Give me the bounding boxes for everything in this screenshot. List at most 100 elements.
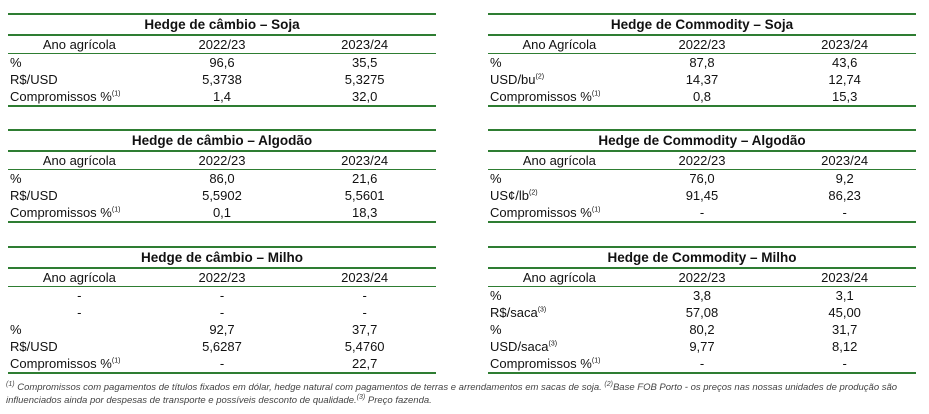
value-2022-23: 0,8 bbox=[630, 88, 774, 107]
value-2023-24: 8,12 bbox=[832, 339, 858, 354]
table-row: % 92,7 37,7 bbox=[8, 321, 436, 338]
row-label: % bbox=[490, 322, 502, 337]
row-label-cell: % bbox=[488, 170, 631, 188]
row-label: Compromissos % bbox=[490, 89, 592, 104]
table-row: R$/USD 5,6287 5,4760 bbox=[8, 338, 436, 355]
row-label: US¢/lb bbox=[490, 188, 530, 203]
table-row: % 86,0 21,6 bbox=[8, 170, 436, 188]
data-table: Hedge de Commodity – Algodão Ano agrícola… bbox=[488, 129, 916, 223]
value-2022-23: 5,6287 bbox=[202, 339, 242, 354]
table-hedge-commodity-algodao: Hedge de Commodity – Algodão Ano agrícola… bbox=[488, 129, 916, 223]
row-label: % bbox=[490, 171, 502, 186]
value-2023-24: 5,5601 bbox=[344, 188, 385, 203]
table-row: Compromissos %(1) -22,7 bbox=[8, 355, 436, 374]
table-header-row: Ano agrícola 2022/23 2023/24 bbox=[488, 268, 916, 287]
row-label-cell: Compromissos %(1) bbox=[8, 88, 151, 107]
row-label-footnote-ref: (1) bbox=[111, 90, 121, 98]
table-row: R$/USD 5,5902 5,5601 bbox=[8, 187, 436, 204]
table-title-row: Hedge de Commodity – Soja bbox=[488, 13, 916, 36]
table-title-row: Hedge de Commodity – Milho bbox=[488, 246, 916, 269]
value-2023-24: 18,3 bbox=[293, 204, 436, 223]
row-label-footnote-ref: (2) bbox=[529, 189, 538, 197]
table-row: USD/saca(3) 9,77 8,12 bbox=[488, 338, 916, 355]
column-header: 2022/23 bbox=[150, 268, 294, 287]
row-label: R$/USD bbox=[10, 188, 58, 203]
row-label-cell: % bbox=[8, 170, 151, 188]
row-label: % bbox=[490, 55, 502, 70]
row-label-footnote-ref: (1) bbox=[111, 206, 121, 214]
table-row: R$/USD 5,3738 5,3275 bbox=[8, 71, 436, 88]
table-row: Compromissos %(1) - - bbox=[488, 355, 916, 374]
value-2023-24: 5,4760 bbox=[344, 339, 385, 354]
column-header: Ano Agrícola bbox=[488, 35, 631, 54]
data-table: Hedge de Commodity – Soja Ano Agrícola 202… bbox=[488, 13, 916, 107]
value-2022-23: 91,45 bbox=[685, 188, 719, 203]
footnote-sup-2: (2) bbox=[604, 380, 613, 388]
row-label: Compromissos % bbox=[10, 205, 112, 220]
row-label-cell: % bbox=[488, 287, 631, 305]
row-label: Compromissos % bbox=[10, 356, 112, 371]
value-2023-24: 5,3275 bbox=[344, 72, 385, 87]
row-label-cell: Compromissos %(1) bbox=[488, 88, 631, 107]
footnote-text-2: Base FOB Porto - os preços nas nossas un… bbox=[6, 382, 898, 406]
column-header: Ano agrícola bbox=[8, 268, 151, 287]
table-title: Hedge de Commodity – Algodão bbox=[488, 129, 916, 152]
column-header: 2023/24 bbox=[773, 268, 916, 287]
row-label-footnote-ref: (1) bbox=[591, 90, 601, 98]
value-2023-24: 15,3 bbox=[773, 88, 916, 107]
column-header: 2023/24 bbox=[773, 35, 916, 54]
table-header-row: Ano agrícola 2022/23 2023/24 bbox=[8, 35, 436, 54]
row-label-cell: % bbox=[488, 321, 631, 338]
table-row: --- bbox=[8, 304, 436, 321]
value-2023-24: 32,0 bbox=[293, 88, 436, 107]
value-2022-23: 96,6 bbox=[209, 55, 235, 70]
value-2022-23: 1,4 bbox=[150, 88, 294, 107]
row-label-cell: Compromissos %(1) bbox=[8, 355, 151, 374]
value-2023-24: 22,7 bbox=[293, 355, 436, 374]
footnote-sup-1: (1) bbox=[6, 380, 15, 388]
value-2023-24: 3,1 bbox=[835, 288, 854, 303]
row-label-footnote-ref: (2) bbox=[535, 73, 545, 81]
row-label-cell: R$/USD bbox=[8, 338, 151, 355]
table-row: Compromissos %(1) 0,1 18,3 bbox=[8, 204, 436, 223]
row-label: Compromissos % bbox=[490, 356, 592, 371]
table-row: Compromissos %(1) - - bbox=[488, 204, 916, 223]
row-label: R$/USD bbox=[10, 339, 58, 354]
row-label-footnote-ref: (1) bbox=[111, 357, 121, 365]
value-2022-23: - bbox=[219, 305, 225, 320]
value-2022-23: 80,2 bbox=[689, 322, 715, 337]
column-header: 2022/23 bbox=[150, 35, 294, 54]
column-header: Ano agrícola bbox=[488, 151, 631, 170]
footnote-text-3: Preço fazenda. bbox=[365, 395, 432, 406]
table-row: --- bbox=[8, 287, 436, 305]
row-label: R$/saca bbox=[490, 305, 538, 320]
value-2022-23: 92,7 bbox=[209, 322, 235, 337]
data-table: Hedge de câmbio – Soja Ano agrícola 2022/2… bbox=[8, 13, 436, 107]
table-title-row: Hedge de Commodity – Algodão bbox=[488, 129, 916, 152]
column-header: 2022/23 bbox=[150, 151, 294, 170]
row-label: - bbox=[77, 305, 82, 320]
value-2022-23: 14,37 bbox=[685, 72, 719, 87]
row-label: USD/saca bbox=[490, 339, 549, 354]
value-2022-23: - bbox=[219, 288, 225, 303]
row-label: USD/bu bbox=[490, 72, 536, 87]
column-header: 2022/23 bbox=[630, 268, 774, 287]
table-row: R$/saca(3) 57,08 45,00 bbox=[488, 304, 916, 321]
value-2023-24: 31,7 bbox=[832, 322, 858, 337]
table-row: % 3,8 3,1 bbox=[488, 287, 916, 305]
footnote-text-1: Compromissos com pagamentos de títulos f… bbox=[14, 382, 605, 393]
table-header-row: Ano agrícola 2022/23 2023/24 bbox=[8, 151, 436, 170]
table-title: Hedge de câmbio – Algodão bbox=[8, 129, 436, 152]
row-label-cell: R$/USD bbox=[8, 71, 151, 88]
table-row: % 80,2 31,7 bbox=[488, 321, 916, 338]
table-title-row: Hedge de câmbio – Milho bbox=[8, 246, 436, 269]
table-hedge-cambio-soja: Hedge de câmbio – Soja Ano agrícola 2022/2… bbox=[8, 13, 436, 107]
value-2022-23: 76,0 bbox=[689, 171, 715, 186]
table-hedge-cambio-milho: Hedge de câmbio – Milho Ano agrícola 2022/… bbox=[8, 246, 436, 374]
column-header: Ano agrícola bbox=[8, 151, 151, 170]
value-2023-24: 9,2 bbox=[835, 171, 854, 186]
table-title: Hedge de câmbio – Soja bbox=[8, 13, 436, 36]
data-table: Hedge de câmbio – Algodão Ano agrícola 202… bbox=[8, 129, 436, 223]
row-label-cell: R$/saca(3) bbox=[488, 304, 631, 321]
row-label: Compromissos % bbox=[10, 89, 112, 104]
